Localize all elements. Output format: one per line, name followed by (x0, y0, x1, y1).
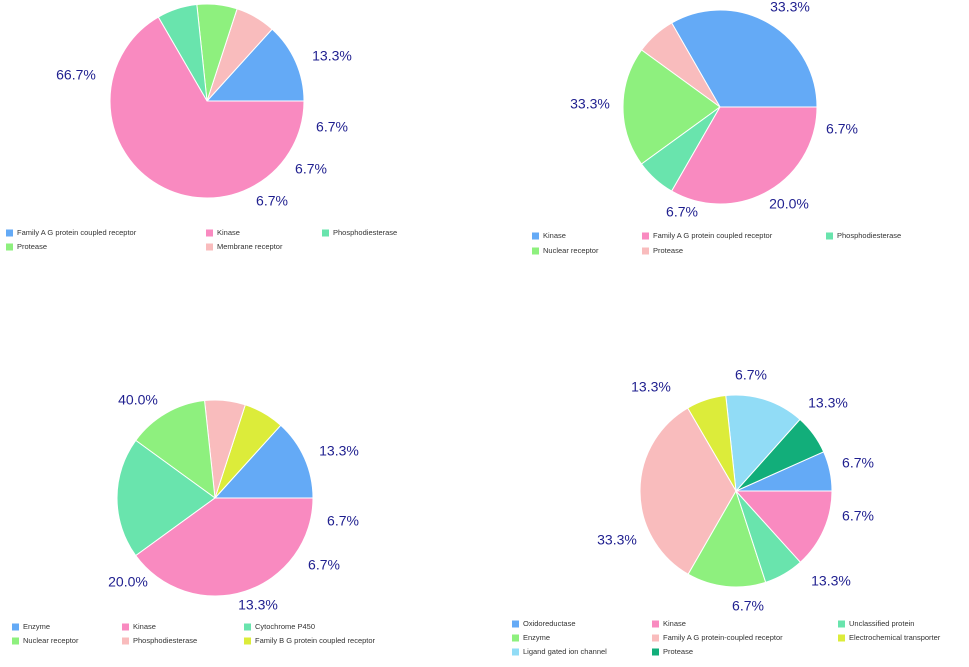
pie-1-legend-label-3: Phosphodiesterase (333, 228, 397, 237)
pie-4-legend: Oxidoreductase Kinase Unclassified protein… (512, 619, 941, 656)
pie-3-legend-swatch-5 (122, 637, 129, 645)
pie-4-legend-label-4: Enzyme (523, 633, 550, 642)
pie-3-legend-swatch-3 (244, 623, 251, 631)
pie-4-legend-swatch-8 (652, 648, 659, 656)
pie-4-legend-swatch-1 (512, 620, 519, 628)
pie-3-slice-1 (213, 424, 314, 499)
pie-4-legend-swatch-5 (652, 634, 659, 642)
pie-1-legend-label-4: Protease (17, 242, 47, 251)
pie-4-data-label-6: 13.3% (631, 379, 671, 395)
pie-4-legend-label-6: Electrochemical transporter (849, 633, 941, 642)
pie-2-legend-label-1: Kinase (543, 231, 566, 240)
pie-1-data-label-1: 13.3% (312, 48, 352, 64)
pie-4-slice-8 (734, 490, 833, 563)
pie-4-data-label-2: 6.7% (842, 508, 874, 524)
pie-3-legend-label-1: Enzyme (23, 622, 50, 631)
pie-2-legend-swatch-4 (532, 247, 539, 255)
pie-2-legend-label-3: Phosphodiesterase (837, 231, 901, 240)
pie-4-data-label-3: 13.3% (811, 573, 851, 589)
pie-1-data-label-4: 6.7% (256, 193, 288, 209)
pie-4-slice-6 (687, 489, 767, 588)
pie-4-slice-3 (725, 394, 801, 493)
pie-2-slice-1 (670, 9, 818, 108)
pie-1-data-label-3: 6.7% (295, 161, 327, 177)
pie-2-legend-swatch-5 (642, 247, 649, 255)
pie-3-data-label-3: 6.7% (308, 557, 340, 573)
pie-1-legend: Family A G protein coupled receptor Kinas… (6, 228, 397, 251)
pie-1-legend-swatch-2 (206, 229, 213, 237)
pie-1-slice-5 (109, 16, 305, 199)
pie-2-data-label-1: 33.3% (770, 0, 810, 15)
pie-3-legend-swatch-4 (12, 637, 19, 645)
pie-2-legend: Kinase Family A G protein coupled recepto… (532, 231, 901, 255)
pie-2-legend-label-2: Family A G protein coupled receptor (653, 231, 773, 240)
pie-1-legend-label-1: Family A G protein coupled receptor (17, 228, 137, 237)
pie-4-legend-swatch-7 (512, 648, 519, 656)
pie-3-slice-6 (135, 497, 314, 597)
pie-2-legend-swatch-3 (826, 232, 833, 240)
pie-2-data-label-5: 33.3% (570, 96, 610, 112)
pie-3-legend-swatch-2 (122, 623, 129, 631)
pie-4-data-label-8: 13.3% (808, 395, 848, 411)
pie-4-legend-label-3: Unclassified protein (849, 619, 914, 628)
pie-4-legend-swatch-6 (838, 634, 845, 642)
pie-4-data-label-4: 6.7% (732, 598, 764, 614)
pie-3-data-label-6: 40.0% (118, 392, 158, 408)
pie-4-legend-label-2: Kinase (663, 619, 686, 628)
pie-4-legend-label-1: Oxidoreductase (523, 619, 576, 628)
pie-3-data-label-5: 20.0% (108, 574, 148, 590)
pie-3-legend-label-3: Cytochrome P450 (255, 622, 315, 631)
pie-1-legend-label-2: Kinase (217, 228, 240, 237)
pie-1-slice-1 (205, 28, 305, 102)
pie-1-legend-swatch-4 (6, 243, 13, 251)
pie-4-data-label-1: 6.7% (842, 455, 874, 471)
pie-1-legend-swatch-1 (6, 229, 13, 237)
pie-3-legend-label-6: Family B G protein coupled receptor (255, 636, 376, 645)
pie-3-slice-5 (116, 439, 216, 557)
pie-4-legend-swatch-2 (652, 620, 659, 628)
pie-1-legend-swatch-3 (322, 229, 329, 237)
pie-1-data-label-2: 6.7% (316, 119, 348, 135)
pie-4-legend-label-8: Protease (663, 647, 693, 656)
pie-2-data-label-4: 6.7% (666, 204, 698, 220)
pie-4-data-label-7: 6.7% (735, 367, 767, 383)
pie-3-slice-4 (135, 400, 216, 500)
pie-1-legend-swatch-5 (206, 243, 213, 251)
pie-3-data-label-1: 13.3% (319, 443, 359, 459)
pie-2-legend-swatch-2 (642, 232, 649, 240)
pie-3-legend-swatch-6 (244, 637, 251, 645)
pie-2-legend-label-5: Protease (653, 246, 683, 255)
pie-2-data-label-3: 20.0% (769, 196, 809, 212)
pie-4-legend-swatch-3 (838, 620, 845, 628)
pie-3-legend-label-5: Phosphodiesterase (133, 636, 197, 645)
pie-3-legend-label-4: Nuclear receptor (23, 636, 79, 645)
pie-1-data-label-5: 66.7% (56, 67, 96, 83)
pie-3-legend-label-2: Kinase (133, 622, 156, 631)
pie-chart-4: 6.7% 6.7% 13.3% 6.7% 33.3% 13.3% 6.7% 13.3% Oxid… (512, 367, 941, 656)
pie-1-legend-label-5: Membrane receptor (217, 242, 283, 251)
pie-2-slice-5 (670, 106, 818, 205)
pie-chart-1: 13.3% 6.7% 6.7% 6.7% 66.7% Family A G protein… (6, 3, 397, 251)
pie-2-data-label-2: 6.7% (826, 121, 858, 137)
pie-3-data-label-2: 6.7% (327, 513, 359, 529)
pie-4-legend-label-5: Family A G protein-coupled receptor (663, 633, 783, 642)
pie-2-slice-3 (622, 49, 721, 165)
pie-chart-2: 33.3% 6.7% 20.0% 6.7% 33.3% Kinase Family A G … (532, 0, 901, 255)
pie-4-legend-swatch-4 (512, 634, 519, 642)
pie-2-legend-label-4: Nuclear receptor (543, 246, 599, 255)
pie-4-data-label-5: 33.3% (597, 532, 637, 548)
pie-chart-3: 13.3% 6.7% 6.7% 13.3% 20.0% 40.0% Enzyme Kinase… (12, 392, 376, 645)
pie-3-legend: Enzyme Kinase Cytochrome P450 Nuclear recep… (12, 622, 376, 645)
pie-2-legend-swatch-1 (532, 232, 539, 240)
pie-4-legend-label-7: Ligand gated ion channel (523, 647, 607, 656)
pie-3-data-label-4: 13.3% (238, 597, 278, 613)
pie-3-legend-swatch-1 (12, 623, 19, 631)
